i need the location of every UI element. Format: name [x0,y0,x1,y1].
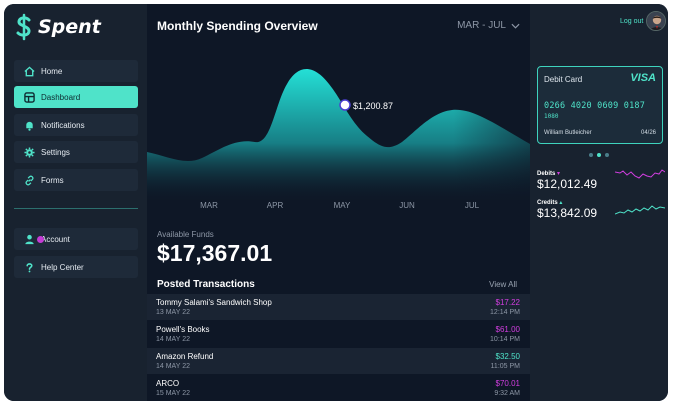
credits-value: $13,842.09 [537,206,598,220]
chart-highlight-label: $1,200.87 [353,101,393,111]
debit-card[interactable]: Debit Card VISA 0266 4020 0609 0187 1080… [537,66,663,144]
dashboard-icon [17,91,41,103]
pagination-dot[interactable] [589,153,593,157]
debits-sparkline [615,169,665,179]
brand[interactable]: Spent [14,13,101,41]
month-label: JUL [465,201,480,210]
transaction-row[interactable]: Amazon Refund 14 MAY 22 $32.50 11:05 PM [147,348,530,374]
transaction-date: 13 MAY 22 [156,309,190,316]
avatar[interactable] [646,11,666,31]
sidebar-item-account[interactable]: Account [14,228,138,250]
sidebar-item-dashboard[interactable]: Dashboard [14,86,138,108]
sidebar-item-label: Settings [41,147,70,157]
transaction-name: Amazon Refund [156,352,214,361]
card-expiry: 04/26 [640,130,656,136]
sidebar-item-help-center[interactable]: Help Center [14,256,138,278]
chart-fade [147,54,530,204]
question-icon [17,262,41,273]
transaction-row[interactable]: Powell's Books 14 MAY 22 $61.00 10:14 PM [147,321,530,347]
transaction-date: 14 MAY 22 [156,363,190,370]
card-brand: VISA [630,72,656,84]
sidebar-item-forms[interactable]: Forms [14,169,138,191]
month-label: MAR [200,201,218,210]
pagination-dot[interactable] [605,153,609,157]
transaction-amount: $61.00 [495,325,520,334]
card-number: 0266 4020 0609 0187 [544,101,646,111]
brand-name: Spent [38,16,101,38]
chevron-down-icon [511,23,520,29]
credits-sparkline [615,205,665,215]
card-pagination [589,153,609,157]
date-range-select[interactable]: MAR - JUL [457,20,520,31]
sidebar-divider [14,208,138,209]
credits-label: Credits ▴ [537,200,563,206]
available-funds-value: $17,367.01 [157,240,273,266]
transaction-date: 14 MAY 22 [156,336,190,343]
sidebar-item-label: Account [41,234,70,244]
card-number-suffix: 1080 [544,113,559,120]
transaction-amount: $32.50 [495,352,520,361]
card-type: Debit Card [544,75,583,84]
date-range-label: MAR - JUL [457,20,506,31]
transaction-name: Tommy Salami's Sandwich Shop [156,298,272,307]
notification-badge [37,235,44,243]
bell-icon [17,120,41,131]
sidebar: Spent Home Dashboard Notifications Setti… [4,4,147,401]
main-panel: Monthly Spending Overview MAR - JUL $1, [147,4,530,401]
gear-icon [17,146,41,158]
dollar-logo-icon [16,13,31,41]
transaction-date: 15 MAY 22 [156,390,190,397]
transaction-amount: $70.01 [495,379,520,388]
link-icon [17,175,41,186]
sidebar-item-notifications[interactable]: Notifications [14,114,138,136]
sidebar-item-home[interactable]: Home [14,60,138,82]
month-label: MAY [334,201,351,210]
sidebar-item-label: Home [41,66,63,76]
transaction-time: 9:32 AM [494,390,520,397]
sidebar-item-settings[interactable]: Settings [14,141,138,163]
transaction-row[interactable]: Tommy Salami's Sandwich Shop 13 MAY 22 $… [147,294,530,320]
transaction-name: Powell's Books [156,325,210,334]
transactions-title: Posted Transactions [157,279,255,290]
transaction-time: 12:14 PM [490,309,520,316]
pagination-dot[interactable] [597,153,601,157]
debits-value: $12,012.49 [537,177,598,191]
transaction-amount: $17.22 [495,298,520,307]
transactions-header: Posted Transactions View All [157,279,517,290]
logout-link[interactable]: Log out [620,18,644,25]
transaction-time: 10:14 PM [490,336,520,343]
sidebar-item-label: Help Center [41,262,84,272]
card-holder: William Butleicher [544,130,592,136]
debits-label: Debits ▾ [537,171,561,177]
spending-chart: $1,200.87 MAR APR MAY JUN JUL [147,54,530,210]
transaction-name: ARCO [156,379,180,388]
right-panel: Log out Debit Card VISA 0266 4020 0609 0… [530,4,668,401]
sidebar-item-label: Dashboard [41,92,81,102]
home-icon [17,65,41,77]
chart-highlight-point[interactable] [339,99,351,111]
transaction-row[interactable]: ARCO 15 MAY 22 $70.01 9:32 AM [147,375,530,401]
available-funds-label: Available Funds [157,230,214,239]
user-avatar-icon [647,12,665,30]
page-title: Monthly Spending Overview [157,19,318,33]
month-label: JUN [399,201,415,210]
view-all-link[interactable]: View All [489,280,517,289]
user-icon [17,234,44,245]
app-window: Spent Home Dashboard Notifications Setti… [4,4,668,401]
sidebar-item-label: Notifications [41,120,85,130]
sidebar-item-label: Forms [41,175,64,185]
transaction-time: 11:05 PM [490,363,520,370]
month-label: APR [267,201,284,210]
